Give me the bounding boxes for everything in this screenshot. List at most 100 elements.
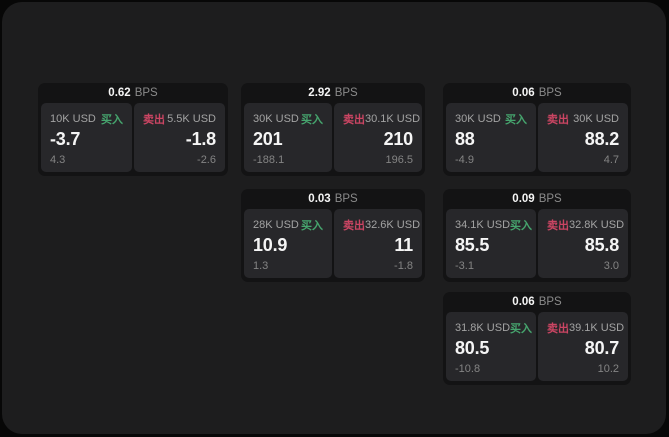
quote-card[interactable]: 0.06 BPS 31.8K USD 买入 80.5 -10.8 卖出 39.1…: [443, 292, 631, 385]
sell-panel-top: 卖出 39.1K USD: [547, 320, 624, 336]
quote-card[interactable]: 0.06 BPS 30K USD 买入 88 -4.9 卖出 30K USD 8…: [443, 83, 631, 176]
buy-side-label: 买入: [510, 220, 533, 232]
sell-price: 11: [394, 235, 413, 255]
sell-side-label: 卖出: [547, 323, 569, 335]
buy-panel-top: 10K USD 买入: [50, 111, 123, 127]
bps-header: 0.06 BPS: [443, 292, 631, 312]
bps-value: 2.92: [308, 87, 331, 99]
sell-price: 210: [383, 129, 414, 149]
bps-unit-label: BPS: [538, 296, 562, 308]
quote-card[interactable]: 0.62 BPS 10K USD 买入 -3.7 4.3 卖出 5.5K USD…: [38, 83, 228, 176]
sell-panel[interactable]: 卖出 32.8K USD 85.8 3.0: [538, 209, 628, 278]
buy-amount: 30K USD: [455, 113, 501, 125]
sell-amount: 39.1K USD: [569, 322, 625, 334]
sell-side-label: 卖出: [547, 220, 569, 232]
buy-panel-top: 30K USD 买入: [455, 111, 527, 127]
sell-panel-top: 卖出 32.6K USD: [343, 217, 420, 233]
sell-delta: -1.8: [394, 260, 413, 272]
sell-amount: 30K USD: [573, 113, 619, 125]
sell-price: -1.8: [185, 129, 216, 149]
buy-panel[interactable]: 28K USD 买入 10.9 1.3: [244, 209, 332, 278]
quote-body: 30K USD 买入 201 -188.1 卖出 30.1K USD 210 1…: [241, 103, 425, 176]
buy-price: -3.7: [50, 129, 81, 149]
bps-value: 0.62: [108, 87, 131, 99]
sell-delta: 10.2: [597, 363, 619, 375]
sell-panel-top: 卖出 30K USD: [547, 111, 619, 127]
buy-amount: 10K USD: [50, 113, 96, 125]
sell-panel[interactable]: 卖出 32.6K USD 11 -1.8: [334, 209, 422, 278]
quote-body: 28K USD 买入 10.9 1.3 卖出 32.6K USD 11 -1.8: [241, 209, 425, 282]
bps-header: 0.06 BPS: [443, 83, 631, 103]
sell-price: 80.7: [584, 338, 619, 358]
bps-header: 2.92 BPS: [241, 83, 425, 103]
buy-panel[interactable]: 10K USD 买入 -3.7 4.3: [41, 103, 132, 172]
bps-header: 0.03 BPS: [241, 189, 425, 209]
buy-price: 85.5: [455, 235, 490, 255]
quote-body: 10K USD 买入 -3.7 4.3 卖出 5.5K USD -1.8 -2.…: [38, 103, 228, 176]
quote-card[interactable]: 2.92 BPS 30K USD 买入 201 -188.1 卖出 30.1K …: [241, 83, 425, 176]
buy-panel[interactable]: 30K USD 买入 88 -4.9: [446, 103, 536, 172]
buy-delta: -10.8: [455, 363, 481, 375]
buy-price: 88: [455, 129, 475, 149]
buy-delta: -4.9: [455, 154, 474, 166]
buy-delta: 1.3: [253, 260, 269, 272]
sell-amount: 32.6K USD: [365, 219, 421, 231]
sell-amount: 32.8K USD: [569, 219, 625, 231]
buy-price: 10.9: [253, 235, 288, 255]
sell-delta: 3.0: [603, 260, 619, 272]
buy-price: 201: [253, 129, 283, 149]
quote-card[interactable]: 0.03 BPS 28K USD 买入 10.9 1.3 卖出 32.6K US…: [241, 189, 425, 282]
quote-body: 31.8K USD 买入 80.5 -10.8 卖出 39.1K USD 80.…: [443, 312, 631, 385]
buy-price: 80.5: [455, 338, 490, 358]
sell-panel[interactable]: 卖出 39.1K USD 80.7 10.2: [538, 312, 628, 381]
buy-panel-top: 30K USD 买入: [253, 111, 323, 127]
buy-side-label: 买入: [505, 114, 527, 126]
quote-body: 30K USD 买入 88 -4.9 卖出 30K USD 88.2 4.7: [443, 103, 631, 176]
bps-header: 0.09 BPS: [443, 189, 631, 209]
buy-panel[interactable]: 31.8K USD 买入 80.5 -10.8: [446, 312, 536, 381]
buy-delta: -3.1: [455, 260, 474, 272]
buy-amount: 28K USD: [253, 219, 299, 231]
sell-delta: 196.5: [385, 154, 413, 166]
buy-panel-top: 34.1K USD 买入: [455, 217, 532, 233]
sell-panel[interactable]: 卖出 30K USD 88.2 4.7: [538, 103, 628, 172]
buy-side-label: 买入: [101, 114, 123, 126]
buy-amount: 30K USD: [253, 113, 299, 125]
buy-amount: 34.1K USD: [455, 219, 511, 231]
sell-price: 85.8: [584, 235, 619, 255]
buy-panel-top: 28K USD 买入: [253, 217, 323, 233]
buy-amount: 31.8K USD: [455, 322, 511, 334]
buy-panel[interactable]: 34.1K USD 买入 85.5 -3.1: [446, 209, 536, 278]
sell-panel[interactable]: 卖出 30.1K USD 210 196.5: [334, 103, 422, 172]
bps-header: 0.62 BPS: [38, 83, 228, 103]
sell-panel[interactable]: 卖出 5.5K USD -1.8 -2.6: [134, 103, 225, 172]
sell-side-label: 卖出: [343, 220, 365, 232]
buy-side-label: 买入: [301, 220, 323, 232]
buy-side-label: 买入: [510, 323, 533, 335]
bps-unit-label: BPS: [334, 87, 358, 99]
buy-delta: -188.1: [253, 154, 285, 166]
sell-delta: 4.7: [603, 154, 619, 166]
bps-unit-label: BPS: [134, 87, 158, 99]
quote-card[interactable]: 0.09 BPS 34.1K USD 买入 85.5 -3.1 卖出 32.8K…: [443, 189, 631, 282]
sell-side-label: 卖出: [143, 114, 165, 126]
buy-delta: 4.3: [50, 154, 66, 166]
sell-amount: 5.5K USD: [167, 113, 216, 125]
sell-side-label: 卖出: [547, 114, 569, 126]
buy-side-label: 买入: [301, 114, 323, 126]
bps-unit-label: BPS: [538, 87, 562, 99]
bps-unit-label: BPS: [334, 193, 358, 205]
sell-side-label: 卖出: [343, 114, 365, 126]
bps-value: 0.06: [512, 296, 535, 308]
bps-value: 0.03: [308, 193, 331, 205]
sell-amount: 30.1K USD: [365, 113, 421, 125]
bps-value: 0.09: [512, 193, 535, 205]
sell-panel-top: 卖出 32.8K USD: [547, 217, 624, 233]
sell-panel-top: 卖出 30.1K USD: [343, 111, 420, 127]
buy-panel-top: 31.8K USD 买入: [455, 320, 532, 336]
bps-value: 0.06: [512, 87, 535, 99]
sell-panel-top: 卖出 5.5K USD: [143, 111, 216, 127]
buy-panel[interactable]: 30K USD 买入 201 -188.1: [244, 103, 332, 172]
sell-price: 88.2: [584, 129, 619, 149]
